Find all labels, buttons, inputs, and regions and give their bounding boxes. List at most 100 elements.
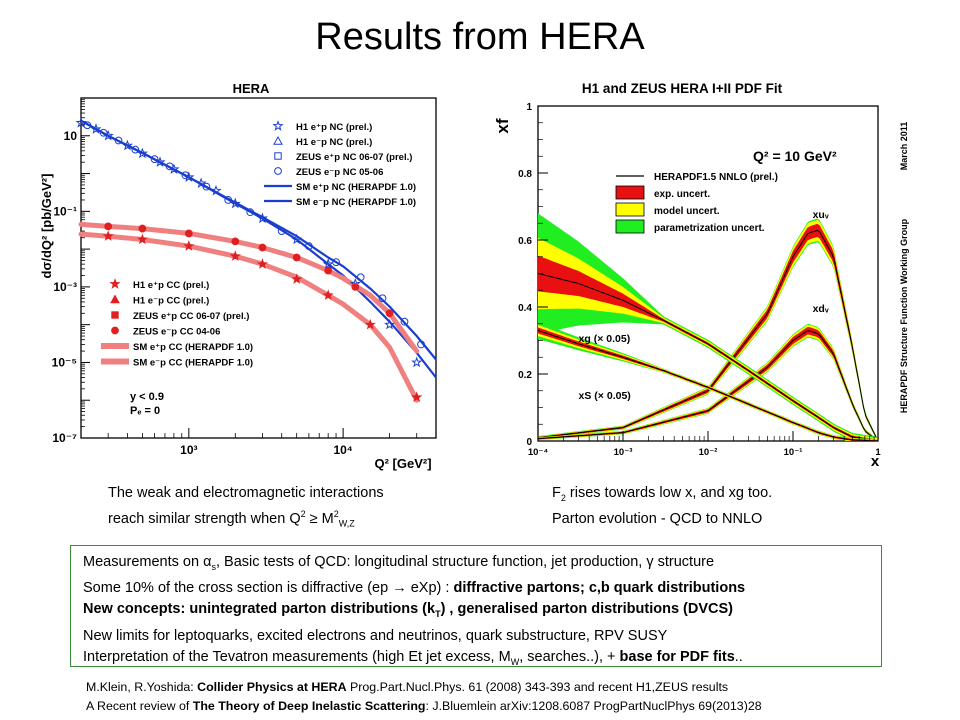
cc-data-point	[136, 233, 149, 245]
nc-data-point	[384, 318, 396, 330]
left-caption: The weak and electromagnetic interaction…	[108, 483, 384, 535]
cc-data-point	[322, 289, 334, 300]
legend-label: ZEUS e⁺p NC 06-07 (prel.)	[296, 152, 412, 163]
reference-2: A Recent review of The Theory of Deep In…	[86, 699, 762, 713]
nc-data-point	[202, 182, 211, 191]
curve-label: xS (× 0.05)	[579, 390, 631, 402]
date-label: March 2011	[899, 122, 909, 171]
y-tick-label: 0	[526, 437, 532, 448]
pdf-axis-ticks: 0 0.2 0.4 0.6 0.8 1 10⁻⁴ 10⁻³ 10⁻² 10⁻¹ 1	[518, 102, 881, 458]
nc-data-point	[181, 171, 190, 180]
pdf-series-layer	[537, 213, 879, 442]
plot-frame	[80, 97, 437, 439]
y-tick-label: 10⁻⁷	[52, 431, 77, 445]
cc-data-point	[138, 224, 147, 233]
nc-data-point	[378, 294, 387, 303]
x-tick-label: 10⁻²	[699, 447, 718, 458]
nc-data-point	[332, 258, 340, 267]
cc-data-point	[256, 258, 268, 269]
summary-line-5: Interpretation of the Tevatron measureme…	[83, 648, 743, 667]
nc-data-point	[224, 196, 233, 204]
summary-line-1: Measurements on αs, Basic tests of QCD: …	[83, 554, 715, 572]
nc-data-point	[322, 258, 334, 269]
left-caption-line2: reach similar strength when Q2 ≥ M2W,Z	[108, 509, 355, 529]
summary-box: Measurements on αs, Basic tests of QCD: …	[70, 545, 882, 667]
right-caption: F2 rises towards low x, and xg too. Part…	[552, 483, 772, 530]
y-tick-label: 0.6	[518, 236, 532, 247]
pdf-central-line	[537, 229, 879, 442]
legend-label: SM e⁻p CC (HERAPDF 1.0)	[133, 358, 253, 369]
nc-data-point	[154, 156, 166, 167]
nc-data-point	[291, 233, 303, 245]
legend-label: H1 e⁻p NC (prel.)	[296, 137, 372, 148]
legend-marker	[101, 358, 129, 365]
legend-label: H1 e⁺p NC (prel.)	[296, 122, 372, 133]
nc-data-point	[83, 121, 92, 130]
left-caption-line1: The weak and electromagnetic interaction…	[108, 485, 384, 501]
cc-data-point	[411, 391, 423, 403]
cc-data-point	[364, 318, 376, 330]
y-tick-label: 1	[526, 102, 532, 113]
legend-marker	[109, 278, 121, 289]
legend-marker	[111, 326, 119, 335]
nc-data-point	[90, 123, 102, 134]
nc-data-point	[99, 128, 108, 137]
legend-cc: H1 e⁺p CC (prel.) H1 e⁻p CC (prel.) ZEUS e…	[101, 278, 253, 369]
chart-title: HERA	[233, 81, 270, 96]
nc-data-point	[168, 163, 180, 174]
cc-data-point	[104, 222, 113, 231]
nc-data-point	[356, 273, 365, 282]
x-tick-label: 10⁻³	[614, 447, 633, 458]
nc-data-point	[277, 227, 286, 235]
legend-label: SM e⁺p CC (HERAPDF 1.0)	[133, 342, 253, 353]
x-tick-label: 10⁻⁴	[528, 447, 549, 458]
y-tick-label: 0.2	[518, 370, 532, 381]
x-tick-label: 10⁻¹	[784, 447, 803, 458]
cc-data-point	[184, 229, 193, 238]
right-caption-line1: F2 rises towards low x, and xg too.	[552, 485, 773, 503]
nc-data-point	[102, 129, 114, 141]
references: M.Klein, R.Yoshida: Collider Physics at …	[86, 678, 762, 716]
y-tick-label: 10⁻⁵	[52, 355, 77, 369]
y-tick-label: 10⁻¹	[53, 204, 77, 218]
pdf-chart-title: H1 and ZEUS HERA I+II PDF Fit	[582, 81, 783, 96]
cc-data-point	[385, 309, 394, 318]
pdf-central-line	[537, 273, 879, 442]
pdf-central-line	[537, 329, 879, 442]
legend-marker	[110, 294, 120, 304]
cc-prediction-band	[78, 221, 420, 354]
cc-data-point	[258, 243, 267, 252]
reference-1: M.Klein, R.Yoshida: Collider Physics at …	[86, 680, 729, 694]
model-uncert-band	[538, 237, 878, 441]
legend-label: SM e⁻p NC (HERAPDF 1.0)	[296, 197, 416, 208]
pdf-legend: HERAPDF1.5 NNLO (prel.) exp. uncert. model…	[615, 172, 778, 234]
legend-marker	[274, 167, 282, 175]
nc-data-point	[150, 155, 159, 164]
annotation-polarisation: Pₑ = 0	[130, 405, 160, 417]
legend-nc: H1 e⁺p NC (prel.) H1 e⁻p NC (prel.) ZEUS e…	[264, 120, 416, 208]
annotation-y-cut: y < 0.9	[130, 391, 164, 403]
legend-marker	[101, 343, 129, 349]
pdf-central-line	[537, 330, 879, 442]
legend-label: ZEUS e⁺p CC 06-07 (prel.)	[133, 311, 249, 322]
legend-marker	[274, 152, 282, 160]
y-axis-label: dσ/dQ² [pb/GeV²]	[39, 174, 54, 279]
legend-label: H1 e⁺p CC (prel.)	[133, 280, 209, 291]
legend-label: exp. uncert.	[654, 189, 710, 200]
summary-line-4: New limits for leptoquarks, excited elec…	[83, 627, 668, 644]
nc-data-point	[136, 147, 149, 159]
curve-label: xg (× 0.05)	[579, 333, 631, 345]
cc-data-point	[231, 237, 240, 246]
legend-marker	[272, 120, 284, 131]
y-tick-label: 0.8	[518, 169, 532, 180]
nc-data-point	[165, 162, 174, 171]
nc-data-point	[411, 356, 423, 368]
legend-label: HERAPDF1.5 NNLO (prel.)	[654, 172, 778, 183]
cc-data-point	[324, 266, 333, 275]
legend-label: ZEUS e⁻p NC 05-06	[296, 167, 383, 178]
x-tick-label: 10³	[180, 443, 197, 457]
legend-label: SM e⁺p NC (HERAPDF 1.0)	[296, 182, 416, 193]
cc-data-point	[351, 282, 360, 291]
legend-marker	[615, 219, 645, 234]
y-tick-label: 0.4	[518, 303, 532, 314]
